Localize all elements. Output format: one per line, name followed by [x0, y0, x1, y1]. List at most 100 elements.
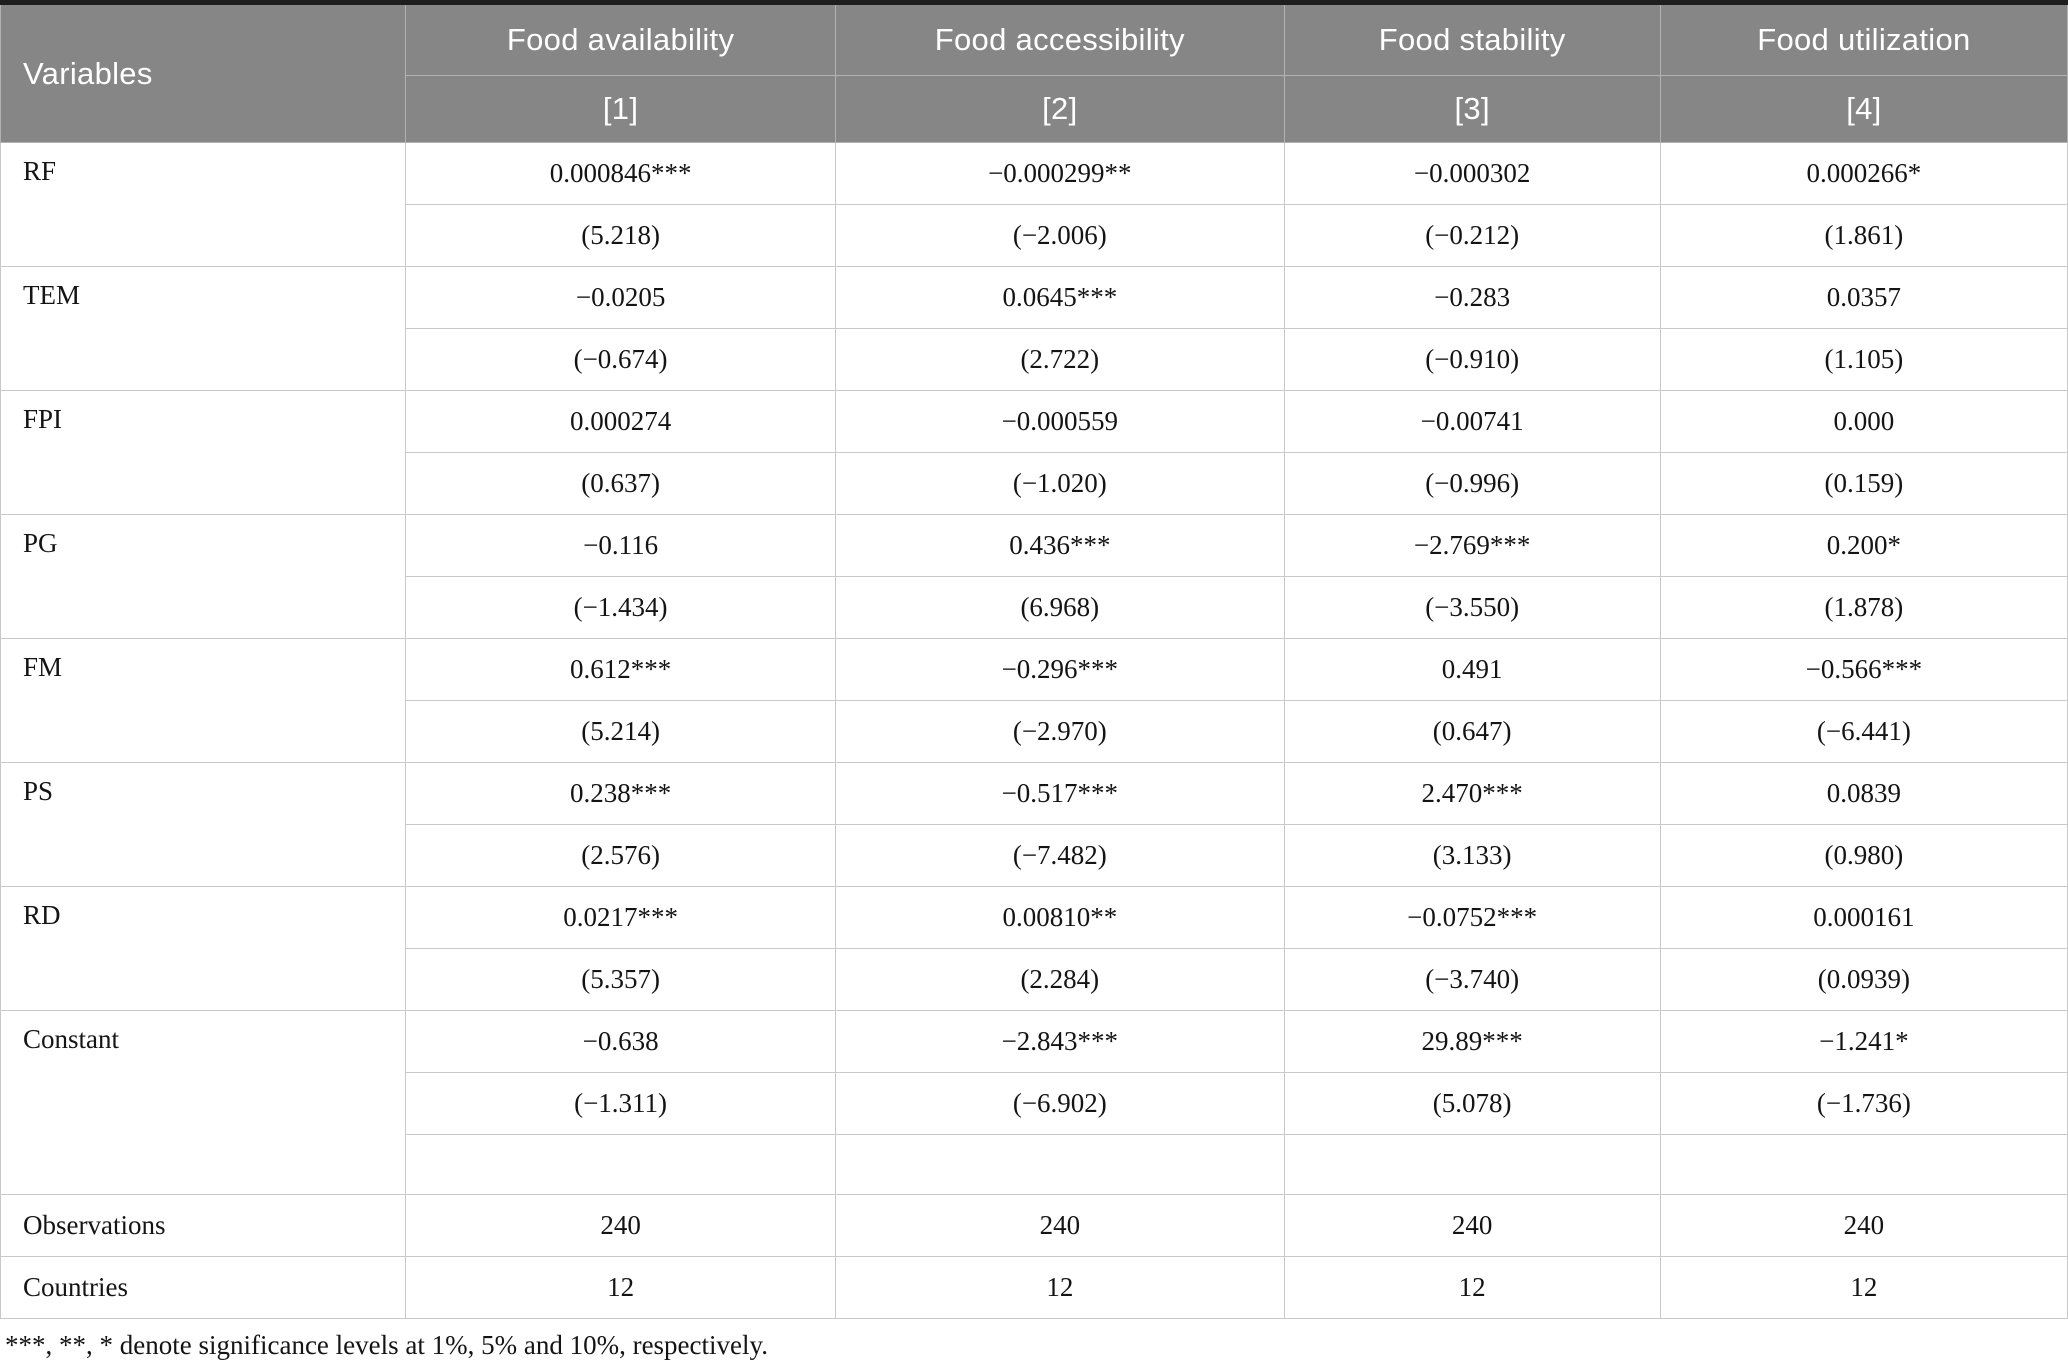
summary-label: Observations: [0, 1194, 407, 1257]
tstat-cell: (2.284): [835, 948, 1285, 1011]
coefficient-cell: 0.238***: [405, 762, 837, 825]
spacer-cell: [1283, 1134, 1661, 1195]
significance-footnote: ***, **, * denote significance levels at…: [5, 1330, 769, 1360]
tstat-cell: (6.968): [835, 576, 1285, 639]
coefficient-cell: 0.000846***: [405, 142, 837, 205]
tstat-cell: (−7.482): [835, 824, 1285, 887]
summary-value-cell: 240: [1659, 1194, 2068, 1257]
summary-value-cell: 240: [1283, 1194, 1661, 1257]
regression-results-table: Variables Food availability Food accessi…: [0, 0, 2068, 1319]
header-food-utilization: Food utilization: [1659, 2, 2068, 76]
tstat-cell: (−0.910): [1283, 328, 1661, 391]
tstat-cell: (−0.674): [405, 328, 837, 391]
header-model-2: [2]: [835, 75, 1285, 143]
tstat-cell: (−1.020): [835, 452, 1285, 515]
coefficient-cell: −0.283: [1283, 266, 1661, 329]
coefficient-row: FM 0.612*** −0.296*** 0.491 −0.566***: [0, 638, 2068, 763]
summary-value-cell: 12: [1283, 1256, 1661, 1319]
header-model-3: [3]: [1283, 75, 1661, 143]
tstat-row: (5.357) (2.284) (−3.740) (0.0939): [1, 948, 2068, 1011]
header-model-4: [4]: [1659, 75, 2068, 143]
summary-value-cell: 12: [1659, 1256, 2068, 1319]
coefficient-cell: 29.89***: [1283, 1010, 1661, 1073]
coefficient-row: RD 0.0217*** 0.00810** −0.0752*** 0.000161: [0, 886, 2068, 1011]
variable-label: Constant: [0, 1010, 407, 1195]
tstat-cell: (−0.212): [1283, 204, 1661, 267]
summary-value-cell: 12: [405, 1256, 837, 1319]
header-food-accessibility: Food accessibility: [835, 2, 1285, 76]
variable-label: PG: [0, 514, 407, 639]
header-food-availability: Food availability: [405, 2, 837, 76]
table-header: Variables Food availability Food accessi…: [0, 2, 2068, 143]
coefficient-cell: −2.769***: [1283, 514, 1661, 577]
coefficient-cell: 0.491: [1283, 638, 1661, 701]
tstat-cell: (1.861): [1659, 204, 2068, 267]
tstat-cell: (−6.902): [835, 1072, 1285, 1135]
tstat-cell: (0.980): [1659, 824, 2068, 887]
coefficient-cell: −0.566***: [1659, 638, 2068, 701]
coefficient-cell: 0.436***: [835, 514, 1285, 577]
header-row-titles: Variables Food availability Food accessi…: [0, 2, 2068, 143]
summary-value-cell: 240: [405, 1194, 837, 1257]
coefficient-row: Constant −0.638 −2.843*** 29.89*** −1.241*: [0, 1010, 2068, 1195]
tstat-cell: (−3.550): [1283, 576, 1661, 639]
spacer-cell: [1659, 1134, 2068, 1195]
tstat-cell: (0.159): [1659, 452, 2068, 515]
header-model-1: [1]: [405, 75, 837, 143]
coefficient-cell: 0.000266*: [1659, 142, 2068, 205]
coefficient-cell: 0.0217***: [405, 886, 837, 949]
coefficient-cell: 0.612***: [405, 638, 837, 701]
coefficient-row: PG −0.116 0.436*** −2.769*** 0.200*: [0, 514, 2068, 639]
tstat-cell: (5.357): [405, 948, 837, 1011]
summary-value-cell: 240: [835, 1194, 1285, 1257]
tstat-cell: (−1.736): [1659, 1072, 2068, 1135]
spacer-row: [1, 1134, 2068, 1195]
header-variables: Variables: [0, 2, 407, 143]
coefficient-row: PS 0.238*** −0.517*** 2.470*** 0.0839: [0, 762, 2068, 887]
spacer-cell: [835, 1134, 1285, 1195]
coefficient-cell: 0.000161: [1659, 886, 2068, 949]
tstat-row: (−1.434) (6.968) (−3.550) (1.878): [1, 576, 2068, 639]
tstat-cell: (−2.006): [835, 204, 1285, 267]
coefficient-cell: −0.000302: [1283, 142, 1661, 205]
coefficient-cell: 2.470***: [1283, 762, 1661, 825]
coefficient-cell: 0.0357: [1659, 266, 2068, 329]
tstat-cell: (−1.434): [405, 576, 837, 639]
tstat-cell: (1.105): [1659, 328, 2068, 391]
results-body: RF 0.000846*** −0.000299** −0.000302 0.00026…: [0, 142, 2068, 1319]
tstat-row: (5.214) (−2.970) (0.647) (−6.441): [1, 700, 2068, 763]
coefficient-cell: 0.00810**: [835, 886, 1285, 949]
tstat-cell: (0.0939): [1659, 948, 2068, 1011]
variable-label: FM: [0, 638, 407, 763]
tstat-cell: (5.078): [1283, 1072, 1661, 1135]
coefficient-row: TEM −0.0205 0.0645*** −0.283 0.0357: [0, 266, 2068, 391]
coefficient-cell: −0.000299**: [835, 142, 1285, 205]
tstat-cell: (2.722): [835, 328, 1285, 391]
coefficient-cell: −1.241*: [1659, 1010, 2068, 1073]
coefficient-cell: −0.638: [405, 1010, 837, 1073]
variable-label: RD: [0, 886, 407, 1011]
coefficient-cell: −0.116: [405, 514, 837, 577]
coefficient-cell: 0.200*: [1659, 514, 2068, 577]
tstat-row: (2.576) (−7.482) (3.133) (0.980): [1, 824, 2068, 887]
tstat-cell: (1.878): [1659, 576, 2068, 639]
tstat-cell: (0.637): [405, 452, 837, 515]
coefficient-cell: 0.0645***: [835, 266, 1285, 329]
summary-row: Observations 240 240 240 240: [0, 1194, 2068, 1257]
tstat-cell: (−1.311): [405, 1072, 837, 1135]
coefficient-cell: −0.0205: [405, 266, 837, 329]
coefficient-row: FPI 0.000274 −0.000559 −0.00741 0.000: [0, 390, 2068, 515]
summary-row: Countries 12 12 12 12: [0, 1256, 2068, 1319]
variable-label: TEM: [0, 266, 407, 391]
tstat-cell: (0.647): [1283, 700, 1661, 763]
tstat-cell: (−2.970): [835, 700, 1285, 763]
summary-label: Countries: [0, 1256, 407, 1319]
variable-label: FPI: [0, 390, 407, 515]
coefficient-cell: 0.000274: [405, 390, 837, 453]
tstat-cell: (5.214): [405, 700, 837, 763]
coefficient-cell: −2.843***: [835, 1010, 1285, 1073]
tstat-cell: (−6.441): [1659, 700, 2068, 763]
coefficient-cell: −0.000559: [835, 390, 1285, 453]
variable-label: PS: [0, 762, 407, 887]
coefficient-cell: −0.296***: [835, 638, 1285, 701]
